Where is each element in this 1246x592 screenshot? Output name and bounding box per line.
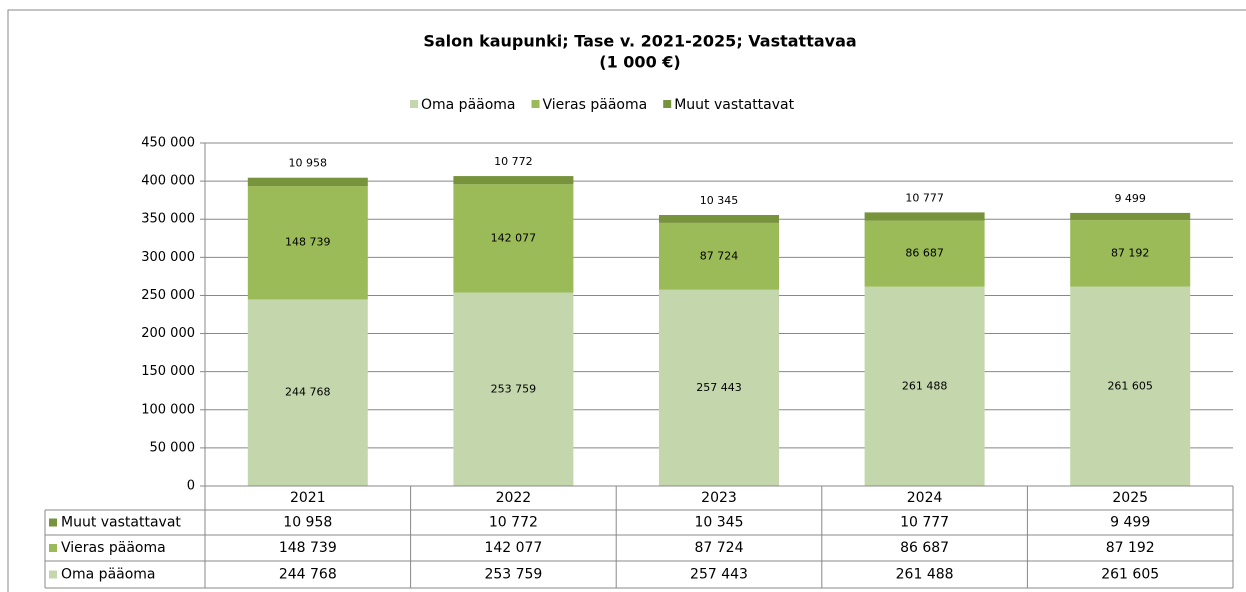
- y-tick-label: 0: [187, 479, 195, 494]
- y-tick-label: 400 000: [141, 174, 195, 189]
- bar-segment: [659, 215, 779, 223]
- legend-key: [410, 100, 418, 108]
- y-tick-label: 250 000: [141, 288, 195, 303]
- data-label: 87 192: [1111, 246, 1150, 259]
- bar-segment: [659, 289, 779, 486]
- bar-segment: [247, 177, 368, 187]
- y-tick-label: 300 000: [141, 250, 195, 265]
- chart-border: [7, 9, 1246, 592]
- data-label: 9 499: [1114, 192, 1146, 205]
- bar-segment: [864, 286, 985, 486]
- bar-segment: [659, 222, 779, 290]
- data-label: 86 687: [905, 247, 944, 260]
- table-cell: 261 488: [896, 567, 954, 583]
- bar-segment: [864, 212, 985, 221]
- y-tick-label: 450 000: [141, 136, 195, 151]
- bar-segment: [247, 186, 368, 300]
- x-tick-label: 2021: [290, 490, 326, 506]
- data-label: 10 345: [700, 194, 739, 207]
- table-cell: 148 739: [279, 540, 337, 556]
- bar-segment: [247, 299, 368, 486]
- table-legend-key: [49, 544, 57, 552]
- data-label: 148 739: [285, 236, 331, 249]
- y-tick-label: 50 000: [150, 440, 196, 455]
- table-cell: 244 768: [279, 567, 337, 583]
- legend-label: Muut vastattavat: [674, 97, 794, 113]
- table-cell: 86 687: [900, 540, 949, 556]
- bar-segment: [453, 184, 574, 293]
- data-label: 253 759: [491, 382, 537, 395]
- table-cell: 10 777: [900, 515, 949, 531]
- table-legend-key: [49, 518, 57, 527]
- table-cell: 87 192: [1106, 540, 1155, 556]
- table-cell: 87 724: [695, 540, 744, 556]
- data-label: 261 488: [902, 379, 948, 392]
- bar-segment: [453, 292, 574, 486]
- data-label: 87 724: [700, 249, 739, 262]
- bar-segment: [864, 220, 985, 287]
- table-cell: 10 772: [489, 515, 538, 531]
- table-cell: 9 499: [1110, 515, 1150, 531]
- chart-title: Salon kaupunki; Tase v. 2021-2025; Vasta…: [423, 32, 856, 51]
- data-label: 257 443: [696, 381, 742, 394]
- table-row-label: Vieras pääoma: [61, 540, 166, 556]
- legend-key: [663, 100, 672, 108]
- legend-key: [531, 100, 540, 108]
- table-cell: 10 958: [283, 515, 332, 531]
- table-cell: 142 077: [484, 540, 542, 556]
- table-cell: 261 605: [1101, 567, 1159, 583]
- y-tick-label: 200 000: [141, 326, 195, 341]
- bar-segment: [1070, 212, 1191, 221]
- table-row-label: Oma pääoma: [61, 567, 156, 583]
- bar-segment: [1070, 220, 1191, 287]
- table-cell: 253 759: [484, 567, 542, 583]
- table-legend-key: [49, 570, 57, 579]
- bar-segment: [453, 176, 574, 185]
- x-tick-label: 2024: [907, 490, 943, 506]
- table-cell: 257 443: [690, 567, 748, 583]
- data-label: 10 958: [289, 157, 328, 170]
- y-tick-label: 150 000: [141, 364, 195, 379]
- x-tick-label: 2022: [496, 490, 532, 506]
- data-label: 244 768: [285, 386, 331, 399]
- x-tick-label: 2025: [1112, 490, 1148, 506]
- y-tick-label: 350 000: [141, 212, 195, 227]
- table-row-label: Muut vastattavat: [61, 515, 181, 531]
- chart-subtitle: (1 000 €): [599, 53, 680, 72]
- y-tick-label: 100 000: [141, 402, 195, 417]
- data-label: 142 077: [491, 231, 537, 244]
- table-cell: 10 345: [695, 515, 744, 531]
- data-label: 10 772: [494, 155, 533, 168]
- legend-label: Vieras pääoma: [543, 97, 648, 113]
- bar-segment: [1070, 286, 1191, 486]
- legend-label: Oma pääoma: [421, 97, 516, 113]
- data-label: 10 777: [905, 191, 944, 204]
- data-label: 261 605: [1107, 379, 1153, 392]
- x-tick-label: 2023: [701, 490, 737, 506]
